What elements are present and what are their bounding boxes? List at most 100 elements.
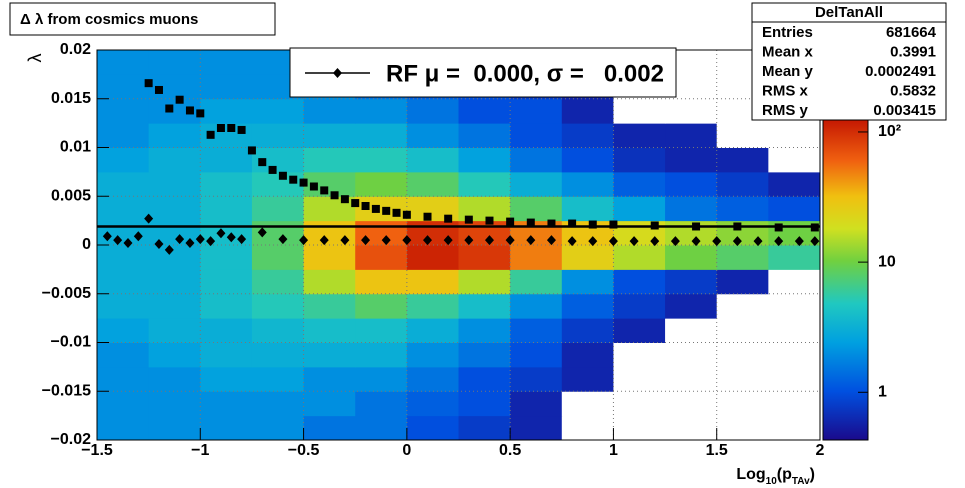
profile-marker [361, 202, 370, 210]
heat-cell [613, 391, 666, 417]
profile-marker [444, 214, 453, 223]
heat-cell [613, 171, 666, 197]
heat-cell [200, 342, 253, 368]
heat-cell [561, 123, 614, 148]
heat-cell [303, 123, 356, 148]
heat-cell [303, 269, 356, 295]
profile-marker [289, 175, 298, 184]
heat-cell [200, 366, 253, 392]
heat-cell [355, 171, 408, 197]
profile-marker [650, 221, 659, 230]
profile-marker [165, 104, 174, 113]
heat-cell [716, 415, 769, 441]
heat-cell [768, 123, 821, 148]
heat-cell [97, 147, 150, 173]
heat-cell [613, 123, 666, 148]
heat-cell [510, 147, 563, 173]
profile-marker [526, 218, 535, 227]
heat-cell [768, 245, 821, 270]
profile-marker [226, 232, 236, 243]
heat-cell [406, 171, 459, 197]
profile-marker [237, 125, 246, 134]
profile-marker [423, 235, 433, 246]
heat-cell [716, 123, 769, 148]
stats-title: DelTanAll [815, 4, 883, 21]
heat-cell [406, 415, 459, 441]
heat-cell [510, 391, 563, 417]
heat-cell [303, 147, 356, 173]
heat-cell [355, 245, 408, 270]
heat-cell [251, 98, 305, 124]
profile-marker [692, 222, 701, 231]
heat-cell [613, 245, 666, 270]
heat-cell [665, 147, 718, 173]
heat-cell [561, 269, 614, 295]
heat-cell [355, 269, 408, 295]
profile-marker [402, 210, 411, 219]
profile-marker [278, 171, 287, 180]
heat-cell [200, 415, 253, 441]
heat-cell [303, 415, 356, 441]
heat-cell [200, 98, 253, 124]
heat-cell [200, 318, 253, 343]
heat-cell [510, 293, 563, 319]
heat-cell [561, 147, 614, 173]
heat-cell [561, 415, 614, 441]
heat-cell [716, 366, 769, 392]
profile-marker [340, 235, 350, 246]
profile-marker [185, 106, 194, 115]
stats-key: Entries [762, 24, 813, 41]
heatmap [97, 50, 821, 441]
y-tick-label: 0.005 [51, 187, 91, 204]
heat-cell [458, 342, 511, 368]
y-axis-title: λ [25, 54, 45, 63]
profile-marker [392, 208, 401, 217]
heat-cell [355, 293, 408, 319]
heat-cell [251, 269, 305, 295]
y-tick-label: −0.02 [51, 431, 92, 448]
heat-cell [200, 391, 253, 417]
heat-cell [97, 391, 150, 417]
heat-cell [406, 293, 459, 319]
y-tick-label: 0.01 [60, 139, 91, 156]
profile-marker [810, 236, 820, 247]
heat-cell [510, 245, 563, 270]
heat-cell [716, 171, 769, 197]
heat-cell [355, 391, 408, 417]
profile-marker [608, 236, 618, 247]
heat-cell [200, 293, 253, 319]
profile-marker [464, 215, 473, 224]
heat-cell [97, 220, 150, 246]
x-axis-title-part: Log [736, 466, 765, 483]
z-tick-label: 10² [878, 123, 901, 140]
stats-value: 0.0002491 [865, 63, 936, 80]
heat-cell [716, 245, 769, 270]
heat-cell [97, 318, 150, 343]
heat-cell [458, 415, 511, 441]
y-tick-label: 0.015 [51, 90, 91, 107]
profile-marker [330, 191, 339, 200]
heat-cell [148, 196, 201, 222]
heat-cell [458, 269, 511, 295]
profile-marker [423, 212, 432, 221]
heat-cell [716, 269, 769, 295]
profile-marker [340, 195, 349, 204]
profile-marker [227, 124, 236, 132]
profile-marker [810, 223, 819, 232]
profile-marker [351, 199, 360, 208]
heat-cell [303, 366, 356, 392]
heat-cell [458, 366, 511, 392]
heat-cell [510, 269, 563, 295]
profile-marker [144, 79, 153, 88]
heat-cell [251, 318, 305, 343]
heat-cell [613, 318, 666, 343]
x-tick-label: 0 [402, 442, 411, 459]
heat-cell [665, 196, 718, 222]
heat-cell [665, 415, 718, 441]
x-tick-label: −1.5 [81, 442, 113, 459]
profile-marker [505, 235, 515, 246]
heat-cell [148, 293, 201, 319]
x-axis-title-part: ) [810, 466, 815, 483]
profile-marker [484, 235, 494, 246]
heat-cell [768, 366, 821, 392]
